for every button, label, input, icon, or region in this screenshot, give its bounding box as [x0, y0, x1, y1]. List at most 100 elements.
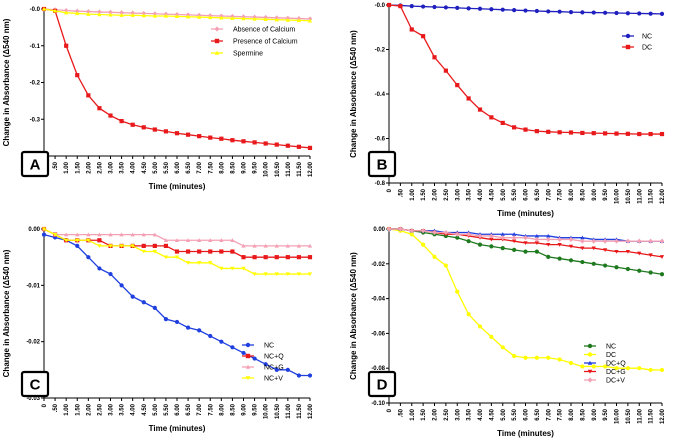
- y-tick-label: -0.03: [26, 396, 40, 402]
- x-tick-label: 10.00: [264, 403, 270, 419]
- data-point: [466, 239, 471, 244]
- data-point: [241, 350, 246, 356]
- data-point: [263, 272, 268, 277]
- x-tick-label: 1.50: [421, 188, 427, 200]
- series-presence-of-calcium: [41, 6, 313, 151]
- x-tick-label: 10.00: [264, 161, 270, 177]
- data-point: [252, 272, 257, 277]
- x-tick-label: 11.00: [637, 408, 643, 423]
- data-point: [163, 238, 169, 242]
- x-tick-label: 12.00: [660, 408, 666, 424]
- data-point: [511, 235, 517, 241]
- x-tick-label: 6.50: [186, 403, 192, 415]
- legend-item: DC+G: [584, 369, 626, 376]
- x-tick-label: 8.50: [580, 408, 586, 420]
- x-tick-label: 4.50: [489, 188, 495, 200]
- x-tick-label: 1.00: [410, 188, 416, 200]
- x-tick-label: 3.50: [467, 408, 473, 420]
- data-point: [557, 242, 562, 247]
- data-point: [64, 238, 69, 243]
- x-tick-label: 4.50: [142, 403, 148, 415]
- data-point: [52, 8, 58, 13]
- x-tick-label: 1.00: [64, 161, 70, 173]
- chart-panel-d: -0.10 -0.08 -0.06 -0.04 -0.02 0.00 0 .50 1.00 1.5…: [349, 226, 666, 438]
- x-tick-label: 9.50: [603, 188, 609, 200]
- data-point: [141, 243, 146, 248]
- x-tick-label: 12.00: [660, 188, 666, 204]
- data-point: [523, 8, 528, 13]
- data-point: [523, 235, 528, 241]
- x-tick-label: 9.00: [242, 161, 248, 173]
- legend-item: Spermine: [211, 51, 263, 58]
- data-point: [614, 131, 619, 136]
- x-tick-label: 7.00: [546, 408, 552, 420]
- data-point: [568, 10, 574, 15]
- x-tick-label: 7.50: [208, 161, 214, 173]
- data-point: [219, 266, 224, 271]
- data-point: [197, 328, 202, 333]
- data-point: [119, 283, 124, 288]
- y-tick-label: -0.2: [30, 81, 41, 87]
- x-tick-label: 12.00: [308, 403, 314, 419]
- data-point: [108, 271, 113, 277]
- data-point: [152, 11, 158, 17]
- data-point: [274, 142, 279, 147]
- data-point: [659, 11, 665, 16]
- data-point: [421, 242, 426, 247]
- x-tick-label: 3.00: [109, 161, 115, 173]
- data-point: [636, 238, 642, 244]
- x-tick-label: 3.00: [455, 408, 461, 420]
- x-tick-label: .50: [53, 161, 59, 170]
- data-point: [274, 17, 279, 22]
- data-point: [534, 8, 539, 14]
- data-point: [648, 253, 653, 258]
- data-point: [455, 235, 460, 240]
- data-point: [119, 232, 124, 237]
- data-point: [512, 232, 517, 236]
- data-point: [119, 118, 124, 124]
- data-point: [546, 233, 551, 238]
- x-tick-label: 5.50: [512, 188, 518, 200]
- x-tick-label: 1.50: [75, 161, 81, 173]
- x-tick-label: 7.50: [558, 188, 564, 200]
- data-point: [580, 364, 585, 369]
- x-tick-label: 4.00: [478, 408, 484, 420]
- x-tick-label: 3.00: [455, 188, 461, 200]
- data-point: [591, 131, 596, 136]
- y-tick-label: 0.00: [373, 227, 385, 233]
- data-point: [141, 125, 146, 130]
- data-point: [534, 249, 539, 254]
- data-point: [603, 10, 608, 15]
- data-point: [534, 233, 539, 238]
- x-tick-label: 11.50: [297, 161, 303, 176]
- data-point: [591, 246, 596, 251]
- data-point: [108, 12, 113, 17]
- data-point: [591, 261, 596, 266]
- data-point: [637, 11, 642, 16]
- x-tick-label: 8.00: [569, 408, 575, 420]
- data-point: [421, 34, 426, 39]
- data-point: [241, 243, 246, 248]
- data-point: [580, 238, 585, 244]
- data-point: [174, 238, 180, 242]
- data-point: [208, 15, 213, 20]
- data-point: [130, 232, 135, 237]
- data-point: [63, 7, 69, 13]
- data-point: [174, 131, 180, 136]
- data-point: [285, 255, 290, 260]
- data-point: [141, 300, 146, 305]
- series-nc-g: [41, 226, 313, 248]
- data-point: [75, 11, 80, 16]
- y-axis-title: Change in Absorbance (Δ540 nm): [349, 252, 358, 380]
- y-tick-label: -0.01: [26, 283, 40, 289]
- data-point: [296, 373, 302, 378]
- data-point: [568, 360, 574, 366]
- data-point: [500, 345, 505, 350]
- data-point: [152, 232, 157, 237]
- data-point: [580, 259, 585, 265]
- legend-item: Presence of Calcium: [211, 39, 298, 46]
- legend-label: NC+G: [264, 365, 284, 372]
- x-tick-label: 4.50: [142, 161, 148, 173]
- data-point: [614, 265, 619, 270]
- data-point: [307, 373, 313, 378]
